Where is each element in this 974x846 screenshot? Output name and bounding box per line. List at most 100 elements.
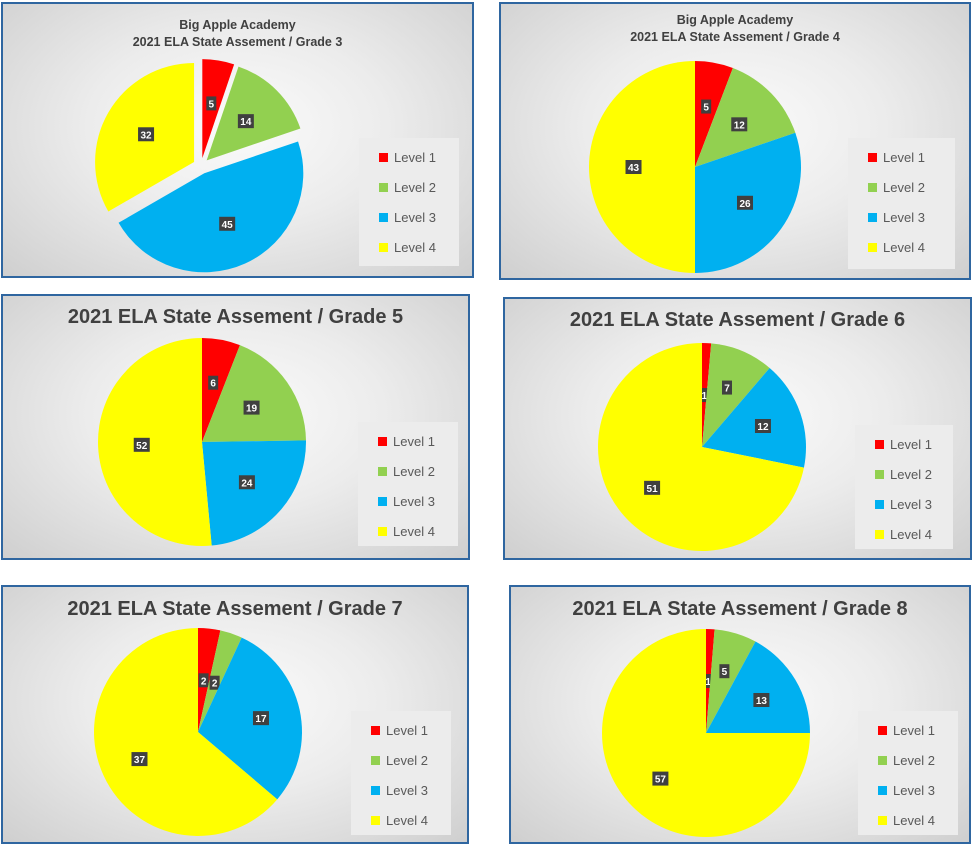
legend-swatch [878, 785, 887, 795]
slice-level-1 [695, 61, 733, 167]
legend-swatch [875, 529, 884, 539]
legend-swatch [379, 242, 388, 252]
legend-label: Level 1 [394, 149, 436, 165]
legend-label: Level 4 [386, 812, 428, 828]
chart-title-line-1: 2021 ELA State Assement / Grade 8 [572, 598, 908, 620]
pie-chart-grade-5: 6 19 24 52 [98, 338, 306, 546]
data-label: 1 [703, 674, 714, 689]
data-label: 5 [701, 99, 712, 114]
data-label: 57 [652, 771, 669, 786]
data-label: 26 [737, 195, 754, 210]
data-label-text: 43 [628, 163, 640, 174]
data-label-text: 5 [722, 667, 728, 678]
legend-swatch [878, 815, 887, 825]
data-label: 2 [198, 673, 209, 688]
data-label-text: 37 [134, 755, 146, 766]
data-label-text: 52 [136, 441, 148, 452]
data-label-text: 6 [210, 379, 216, 390]
legend-item-level-1: Level 1 [359, 142, 459, 172]
data-label-text: 2 [212, 679, 218, 690]
data-label-text: 13 [756, 696, 768, 707]
legend-item-level-1: Level 1 [855, 429, 953, 459]
legend-item-level-4: Level 4 [848, 232, 955, 262]
chart-title: 2021 ELA State Assement / Grade 8 [511, 597, 969, 621]
legend-swatch [379, 182, 388, 192]
legend-item-level-3: Level 3 [858, 775, 958, 805]
data-label-text: 12 [734, 120, 746, 131]
legend-label: Level 4 [890, 526, 932, 542]
chart-legend: Level 1 Level 2 Level 3 Level 4 [858, 711, 958, 835]
chart-title: 2021 ELA State Assement / Grade 7 [3, 597, 467, 621]
legend-swatch [371, 815, 380, 825]
legend-swatch [378, 466, 387, 476]
legend-label: Level 3 [394, 209, 436, 225]
legend-swatch [378, 436, 387, 446]
slice-level-2 [202, 345, 306, 442]
legend-item-level-1: Level 1 [858, 715, 958, 745]
legend-item-level-2: Level 2 [855, 459, 953, 489]
legend-label: Level 4 [394, 239, 436, 255]
data-label-text: 5 [703, 103, 709, 114]
slice-level-4 [589, 61, 695, 273]
data-label-text: 5 [209, 99, 215, 110]
legend-item-level-3: Level 3 [855, 489, 953, 519]
legend-item-level-4: Level 4 [359, 232, 459, 262]
legend-label: Level 1 [893, 722, 935, 738]
pie-chart-grade-4: 5 12 26 43 [589, 61, 801, 273]
legend-label: Level 4 [883, 239, 925, 255]
data-label: 24 [238, 475, 255, 490]
legend-swatch [371, 725, 380, 735]
data-label: 1 [699, 388, 710, 403]
data-label: 45 [219, 216, 236, 231]
slice-level-3 [118, 141, 304, 273]
legend-label: Level 3 [893, 782, 935, 798]
slice-level-4 [94, 628, 278, 836]
data-label-text: 24 [241, 478, 253, 489]
pie-chart-grade-7: 2 2 17 37 [94, 628, 303, 836]
chart-panel-grade-5: 2021 ELA State Assement / Grade 5 6 19 24 5… [1, 294, 470, 560]
legend-swatch [371, 785, 380, 795]
legend-item-level-4: Level 4 [358, 516, 458, 546]
data-label: 7 [722, 380, 733, 395]
legend-label: Level 1 [890, 436, 932, 452]
legend-label: Level 3 [393, 493, 435, 509]
legend-label: Level 1 [883, 149, 925, 165]
chart-title: 2021 ELA State Assement / Grade 6 [505, 308, 970, 332]
legend-label: Level 1 [393, 433, 435, 449]
pie-chart-grade-3: 5 14 45 32 [95, 59, 304, 273]
legend-swatch [875, 439, 884, 449]
data-label: 2 [209, 675, 220, 690]
legend-item-level-3: Level 3 [848, 202, 955, 232]
chart-legend: Level 1 Level 2 Level 3 Level 4 [848, 138, 955, 269]
data-label-text: 1 [705, 677, 711, 688]
data-label-text: 14 [240, 117, 252, 128]
legend-label: Level 2 [893, 752, 935, 768]
chart-title-line-1: 2021 ELA State Assement / Grade 5 [67, 306, 404, 328]
legend-item-level-1: Level 1 [358, 426, 458, 456]
legend-swatch [868, 242, 877, 252]
chart-title-line-2: 2021 ELA State Assement / Grade 4 [630, 30, 840, 44]
legend-swatch [868, 182, 877, 192]
slice-level-2 [206, 66, 301, 161]
chart-title-line-1: Big Apple Academy [179, 18, 296, 32]
data-label-text: 1 [702, 391, 708, 402]
slice-level-3 [198, 637, 303, 800]
legend-label: Level 2 [386, 752, 428, 768]
legend-label: Level 4 [393, 523, 435, 539]
pie-chart-grade-6: 1 7 12 51 [598, 343, 806, 551]
data-label-text: 12 [757, 422, 769, 433]
data-label-text: 2 [201, 676, 207, 687]
data-label: 6 [208, 375, 219, 390]
data-label: 51 [644, 480, 661, 495]
data-label: 43 [625, 160, 642, 174]
chart-title: Big Apple Academy 2021 ELA State Assemen… [3, 17, 472, 51]
legend-swatch [868, 212, 877, 222]
data-label-text: 26 [739, 199, 751, 210]
chart-title: Big Apple Academy 2021 ELA State Assemen… [501, 12, 969, 46]
data-label: 12 [731, 117, 748, 132]
chart-legend: Level 1 Level 2 Level 3 Level 4 [351, 711, 451, 835]
legend-swatch [875, 469, 884, 479]
legend-item-level-4: Level 4 [855, 519, 953, 549]
legend-swatch [875, 499, 884, 509]
slice-level-2 [706, 629, 756, 733]
